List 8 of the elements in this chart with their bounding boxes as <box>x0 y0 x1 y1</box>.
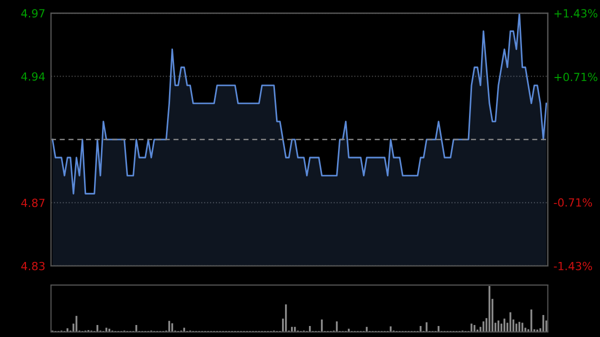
y2-tick-label: +0.71% <box>554 72 598 82</box>
y2-tick-label: +1.43% <box>554 9 598 18</box>
y-tick-label: 4.87 <box>21 198 44 208</box>
y-tick-label: 4.83 <box>21 262 45 270</box>
y-tick-label: 4.94 <box>21 72 45 81</box>
y2-tick-label: -0.71% <box>554 198 592 207</box>
y-tick-label: 4.97 <box>21 9 44 18</box>
y2-tick-label: -1.43% <box>554 262 592 270</box>
